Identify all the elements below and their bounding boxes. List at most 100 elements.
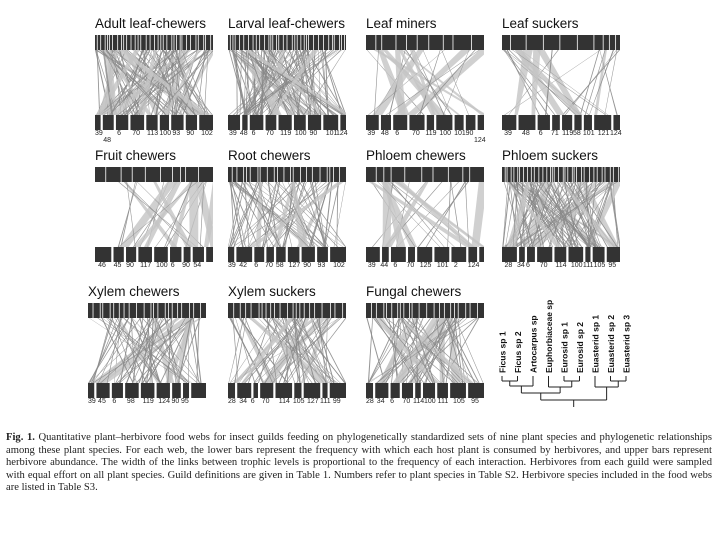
herbivore-segment [552,167,554,182]
plant-number-label: 39 [367,262,376,269]
plant-number-label: 6 [251,130,256,137]
plant-number-label: 39 [367,130,376,137]
plant-number-label: 119 [425,130,437,137]
interaction-link [508,182,586,247]
interaction-link [247,50,328,115]
interaction-link [282,182,314,247]
plant-number-label: 70 [265,130,274,137]
interaction-link [243,50,247,115]
herbivore-segment [141,35,146,50]
plant-number-label: 6 [250,398,255,405]
food-web-graphic [366,35,484,130]
interaction-link [411,318,436,383]
interaction-link [505,182,518,247]
herbivore-segment [280,303,288,318]
herbivore-segment [290,167,293,182]
plant-segment [468,383,484,398]
interaction-link [518,182,604,247]
plant-segment [95,115,101,130]
herbivore-segment [97,35,101,50]
herbivore-segment [95,167,106,182]
interaction-link [230,182,235,247]
interaction-link [188,318,200,383]
interaction-link [243,50,306,115]
herbivore-segment [526,35,543,50]
plant-segment [294,383,302,398]
panel-title: Leaf suckers [502,16,579,31]
plant-number-label: 58 [275,262,284,269]
food-web-panel-xylem-suckers: Xylem suckers 28 34 6 70 114 105 127 111 99 [228,284,358,405]
plant-number-label: 70 [402,398,411,405]
plant-segment [465,115,476,130]
panel-title: Larval leaf-chewers [228,16,346,31]
plant-segment [278,115,292,130]
plant-number-label: 102 [201,130,213,137]
herbivore-segment [597,167,602,182]
herbivore-segment [138,35,141,50]
interaction-link [422,50,452,115]
interaction-link [512,50,607,115]
plant-number-label: 39 [88,398,96,405]
herbivore-segment [376,35,382,50]
plant-number-label: 95 [608,262,617,269]
interaction-link [241,318,294,383]
herbivore-segment [103,303,110,318]
plant-number-label: 124 [158,398,170,405]
interaction-link [511,182,564,247]
interaction-link [254,318,330,383]
interaction-link [88,318,130,383]
herbivore-segment [165,303,168,318]
interaction-link [240,50,318,115]
herbivore-segment [121,35,124,50]
interaction-link [244,50,283,115]
interaction-link [283,50,346,115]
herbivore-segment [514,167,518,182]
panel-title: Root chewers [228,148,311,163]
herbivore-segment [320,167,327,182]
interaction-link [271,318,339,383]
herbivore-segment [339,167,346,182]
plant-segment [375,383,389,398]
herbivore-segment [306,167,312,182]
interaction-link [271,50,319,115]
herbivore-segment [619,167,620,182]
plant-segment [468,247,478,262]
herbivore-segment [292,35,295,50]
herbivore-segment [279,35,283,50]
plant-number-label: 124 [610,130,622,137]
herbivore-segment [520,167,524,182]
plant-number-label: 46 [98,262,106,269]
herbivore-segment [124,303,129,318]
herbivore-segment [198,35,204,50]
herbivore-segment [100,303,103,318]
herbivore-segment [417,35,429,50]
interaction-link [503,50,549,115]
herbivore-segment [269,35,271,50]
interaction-link [228,182,303,247]
host-plant-frequency-bar [366,247,484,262]
herbivore-segment [310,303,315,318]
interaction-link [229,50,314,115]
plant-number-label: 54 [193,262,202,269]
plant-segment [340,115,346,130]
interaction-link [228,50,247,115]
herbivore-segment [451,303,455,318]
herbivore-segment [112,35,118,50]
herbivore-segment [581,167,584,182]
interaction-link [249,318,330,383]
plant-segment [156,383,170,398]
interaction-link [324,182,340,247]
herbivore-segment [406,35,417,50]
interaction-link [138,318,163,383]
interaction-link [291,182,309,247]
interaction-link [446,318,464,383]
plant-number-labels: 28 34 6 70 114 100 111 105 95 [502,262,632,280]
interaction-link [271,318,296,383]
interaction-link [529,182,544,247]
herbivore-segment [194,303,201,318]
food-web-panel-xylem-chewers: Xylem chewers 39 45 6 98 119 124 90 95 [88,284,218,405]
herbivore-segment [172,167,181,182]
interaction-link [126,182,136,247]
interaction-link [92,318,114,383]
herbivore-segment [398,303,400,318]
